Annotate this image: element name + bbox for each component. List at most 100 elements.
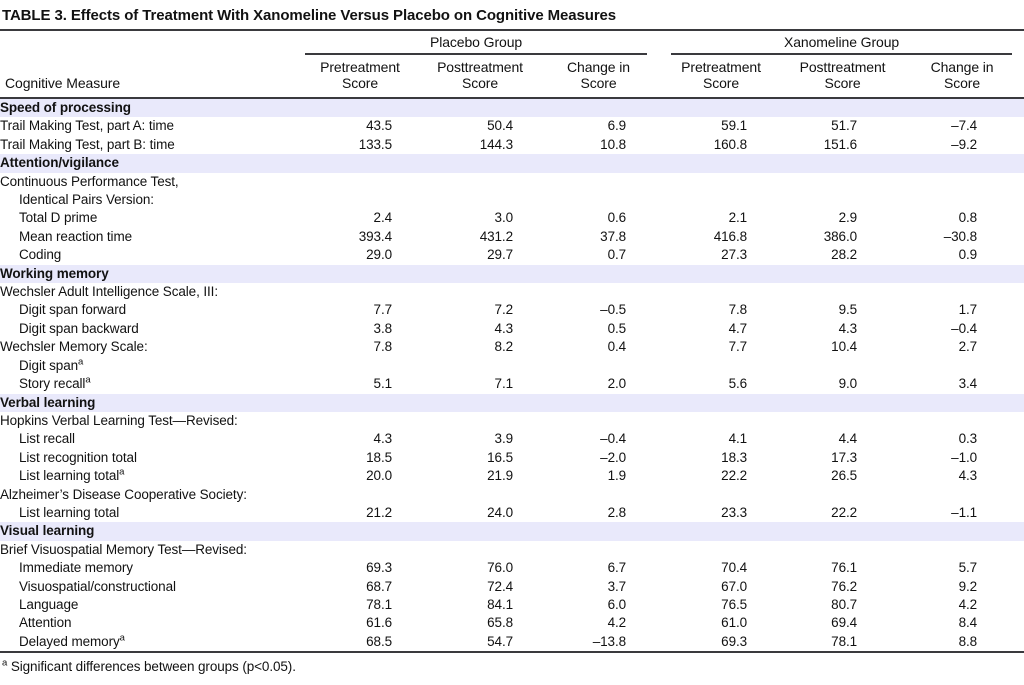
score-value: –2.0 <box>600 449 627 465</box>
col-header-line2: Score <box>461 75 499 91</box>
table-head: Placebo Group Xanomeline Group Cognitive… <box>0 31 1024 99</box>
significance-marker: a <box>2 657 8 669</box>
measure-label: Coding <box>19 247 62 263</box>
significance-marker: a <box>78 356 84 368</box>
score-value: 2.0 <box>607 376 627 392</box>
score-value <box>540 283 657 301</box>
score-value: 10.8 <box>600 136 627 152</box>
table-row: List recognition total 18.5 16.5 –2.0 18.3 17… <box>0 449 1024 467</box>
group-spanner-placebo: Placebo Group <box>305 34 648 55</box>
score-value: 3.9 <box>494 431 514 447</box>
score-value: –0.4 <box>600 431 627 447</box>
score-value: 4.1 <box>728 431 748 447</box>
score-value <box>300 191 420 209</box>
score-value: 0.3 <box>958 431 978 447</box>
column-header-xanomeline-posttreatment: Posttreatment Score <box>785 55 901 99</box>
table-row: List learning total 21.2 24.0 2.8 23.3 22.2 –1… <box>0 504 1024 522</box>
score-value: 76.2 <box>831 578 858 594</box>
score-value: 6.9 <box>607 118 627 134</box>
effects-table: Placebo Group Xanomeline Group Cognitive… <box>0 31 1024 654</box>
page-title: TABLE 3. Effects of Treatment With Xanom… <box>0 0 1024 31</box>
score-value: 431.2 <box>479 228 513 244</box>
score-value <box>785 357 900 375</box>
score-value: 3.7 <box>607 578 627 594</box>
score-value: 24.0 <box>487 504 513 520</box>
table-row: List learning totala 20.0 21.9 1.9 22.2 26.5 4… <box>0 467 1024 485</box>
score-value: 8.2 <box>494 339 514 355</box>
section-header: Speed of processing <box>0 98 1024 118</box>
score-value: 80.7 <box>831 596 858 612</box>
score-value <box>540 173 657 191</box>
score-value <box>300 173 420 191</box>
score-value: 23.3 <box>721 504 748 520</box>
score-value: 6.7 <box>607 560 627 576</box>
score-value: 1.7 <box>958 302 978 318</box>
score-value: 84.1 <box>487 596 513 612</box>
score-value: 7.1 <box>494 376 514 392</box>
score-value <box>900 357 1024 375</box>
measure-label: Identical Pairs Version: <box>19 192 154 208</box>
group-spanner-xanomeline: Xanomeline Group <box>671 34 1013 55</box>
score-value <box>420 541 540 559</box>
section-header: Visual learning <box>0 522 1024 541</box>
score-value <box>900 283 1024 301</box>
score-value: 5.1 <box>373 376 393 392</box>
score-value: 8.8 <box>958 633 978 649</box>
score-value: 4.2 <box>958 596 978 612</box>
score-value: 61.6 <box>366 615 392 631</box>
score-value: –13.8 <box>592 633 627 649</box>
score-value: 8.4 <box>958 615 978 631</box>
score-value <box>300 486 420 504</box>
score-value: 6.0 <box>607 596 627 612</box>
table-row: List recall 4.3 3.9 –0.4 4.1 4.4 0.3 <box>0 430 1024 448</box>
score-value <box>900 191 1024 209</box>
row-header-cognitive-measure: Cognitive Measure <box>0 55 300 99</box>
section-header: Attention/vigilance <box>0 154 1024 173</box>
score-value: 0.6 <box>607 210 627 226</box>
measure-label: List learning totala <box>19 467 125 484</box>
group-spanner-row: Placebo Group Xanomeline Group <box>0 31 1024 55</box>
score-value: 43.5 <box>366 118 392 134</box>
score-value: 18.3 <box>721 449 748 465</box>
measure-label: List learning total <box>19 504 120 520</box>
score-value: 2.4 <box>373 210 393 226</box>
measure-label: List recognition total <box>19 449 137 465</box>
table-row: Attention 61.6 65.8 4.2 61.0 69.4 8.4 <box>0 614 1024 632</box>
score-value: 76.0 <box>487 560 513 576</box>
measure-label: Mean reaction time <box>19 228 133 244</box>
score-value: –9.2 <box>951 136 978 152</box>
score-value <box>420 283 540 301</box>
measure-label: Visuospatial/constructional <box>19 578 176 594</box>
score-value: 4.4 <box>838 431 858 447</box>
score-value: 2.7 <box>958 339 978 355</box>
table-row: Brief Visuospatial Memory Test—Revised: <box>0 541 1024 559</box>
measure-label: Wechsler Adult Intelligence Scale, III: <box>0 284 218 300</box>
score-value: 26.5 <box>831 468 858 484</box>
score-value: 28.2 <box>831 247 858 263</box>
score-value: 5.7 <box>958 560 978 576</box>
score-value <box>420 191 540 209</box>
table-row: Total D prime 2.4 3.0 0.6 2.1 2.9 0.8 <box>0 209 1024 227</box>
score-value <box>420 173 540 191</box>
score-value: 76.5 <box>721 596 748 612</box>
col-header-line2: Score <box>824 75 861 91</box>
score-value: 54.7 <box>487 633 513 649</box>
column-header-placebo-posttreatment: Posttreatment Score <box>420 55 540 99</box>
score-value <box>540 357 657 375</box>
score-value: 10.4 <box>831 339 858 355</box>
measure-label: Trail Making Test, part B: time <box>0 136 175 152</box>
section-row: Verbal learning <box>0 393 1024 412</box>
score-value <box>420 357 540 375</box>
score-value: 0.8 <box>958 210 978 226</box>
score-value: –0.4 <box>951 320 978 336</box>
score-value <box>785 412 900 430</box>
score-value <box>657 191 785 209</box>
score-value: 50.4 <box>487 118 513 134</box>
score-value: –7.4 <box>951 118 978 134</box>
score-value <box>657 486 785 504</box>
score-value <box>657 173 785 191</box>
score-value: 2.1 <box>728 210 748 226</box>
score-value <box>300 357 420 375</box>
score-value: –30.8 <box>943 228 978 244</box>
table-row: Trail Making Test, part A: time 43.5 50.4 6… <box>0 117 1024 135</box>
